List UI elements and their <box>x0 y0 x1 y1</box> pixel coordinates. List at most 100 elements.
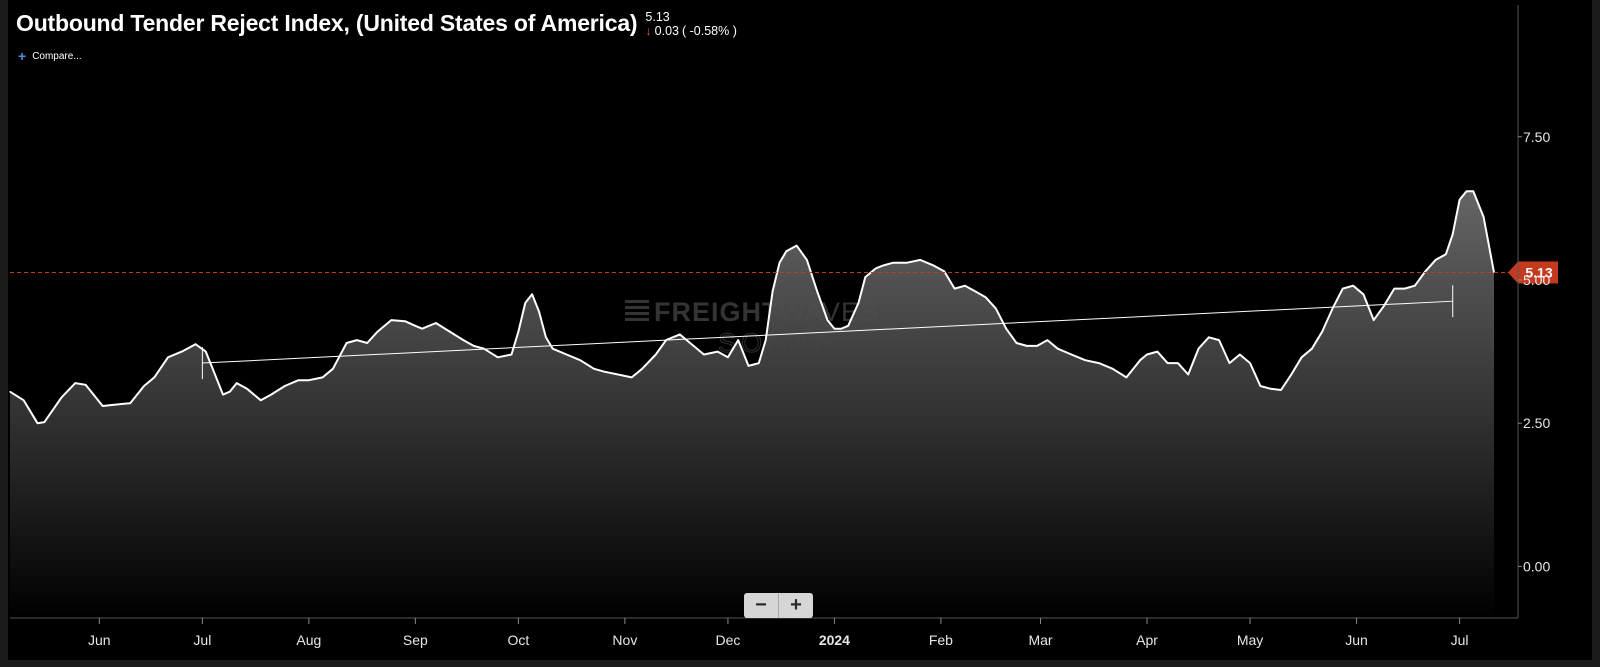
compare-button[interactable]: + Compare... <box>18 48 82 64</box>
data-point <box>689 342 691 344</box>
x-tick-label: Oct <box>508 632 530 648</box>
x-tick-label: Jul <box>193 632 211 648</box>
data-point <box>236 382 238 384</box>
data-point <box>390 319 392 321</box>
data-point <box>1424 270 1426 272</box>
data-point <box>356 339 358 341</box>
change-value: 0.03 <box>654 24 679 38</box>
y-tick-label: 7.50 <box>1523 129 1550 145</box>
data-point <box>631 376 633 378</box>
data-point <box>826 319 829 321</box>
data-point <box>212 368 214 370</box>
x-tick-label: Aug <box>296 632 321 648</box>
data-point <box>246 388 248 390</box>
data-point <box>1373 319 1375 321</box>
data-point <box>1218 339 1220 341</box>
data-point <box>881 265 884 267</box>
data-point <box>1036 345 1038 347</box>
data-point <box>785 250 787 252</box>
data-point <box>43 421 46 423</box>
data-point <box>510 353 513 356</box>
data-point <box>143 385 145 387</box>
data-point <box>222 394 224 396</box>
y-tick-label: 5.00 <box>1523 272 1550 288</box>
data-point <box>414 325 416 327</box>
data-point <box>260 399 262 401</box>
data-point <box>1208 336 1210 338</box>
data-point <box>229 391 231 393</box>
zoom-out-button[interactable]: − <box>755 594 767 616</box>
current-value: 5.13 <box>645 10 670 24</box>
data-point <box>538 310 540 313</box>
data-point <box>167 356 169 358</box>
data-point <box>985 296 987 298</box>
data-point <box>23 399 25 401</box>
data-point <box>36 422 39 424</box>
data-point <box>974 290 976 292</box>
watermark-freight: FREIGHT <box>654 297 780 327</box>
data-point <box>1435 259 1437 261</box>
data-point <box>524 302 526 304</box>
data-point <box>1483 216 1485 218</box>
trendline <box>202 300 1453 364</box>
data-point <box>1472 190 1474 192</box>
data-point <box>933 265 935 267</box>
data-point <box>9 391 11 393</box>
y-axis: 0.00 2.50 5.00 7.50 <box>1517 5 1550 618</box>
data-point <box>943 270 945 272</box>
down-arrow-icon: ↓ <box>645 24 652 38</box>
data-point <box>816 290 818 292</box>
data-point <box>778 262 781 264</box>
x-tick-label: Apr <box>1136 632 1158 648</box>
x-tick-label: May <box>1237 632 1263 648</box>
data-point <box>1139 359 1141 361</box>
data-point <box>1046 339 1048 341</box>
data-point <box>1070 353 1072 356</box>
x-tick-label: Mar <box>1028 632 1052 648</box>
data-point <box>435 322 437 324</box>
x-tick-label: Sep <box>403 632 428 648</box>
data-point <box>1249 362 1251 364</box>
data-point <box>1465 190 1468 192</box>
trendline-layer <box>201 285 1454 380</box>
data-point <box>565 353 568 356</box>
data-point <box>1125 376 1127 378</box>
data-point <box>1156 351 1158 353</box>
x-tick-label: Jun <box>1345 632 1368 648</box>
data-point <box>449 331 451 333</box>
data-point <box>954 288 956 290</box>
data-point <box>747 365 750 367</box>
data-point <box>552 348 554 350</box>
data-point <box>1342 288 1344 290</box>
data-point <box>1239 353 1241 356</box>
data-point <box>308 379 310 381</box>
data-point <box>322 376 324 378</box>
data-point <box>1383 305 1385 307</box>
zoom-controls: − + <box>744 593 813 618</box>
data-point <box>717 351 719 353</box>
x-tick-label: Jun <box>88 632 111 648</box>
data-point <box>1015 342 1018 344</box>
data-point <box>857 302 860 304</box>
data-point <box>1280 389 1282 391</box>
data-point <box>906 262 908 264</box>
data-point <box>1321 331 1323 333</box>
data-point <box>270 394 272 396</box>
data-point <box>833 328 836 330</box>
data-point <box>1352 285 1354 287</box>
x-axis: Jun Jul Aug Sep Oct Nov Dec 2024 Feb Mar Apr May Jun… <box>10 617 1518 648</box>
data-point <box>366 342 368 344</box>
zoom-in-button[interactable]: + <box>778 593 813 618</box>
plus-icon: + <box>18 48 27 64</box>
data-point <box>1026 345 1028 347</box>
data-point <box>377 331 379 333</box>
data-point <box>205 351 207 353</box>
x-tick-label: Dec <box>715 632 740 648</box>
data-point <box>1228 362 1231 364</box>
data-point <box>1404 288 1406 290</box>
data-point <box>796 245 798 247</box>
data-point <box>153 376 155 378</box>
data-point <box>194 343 197 345</box>
data-point <box>1098 362 1100 364</box>
